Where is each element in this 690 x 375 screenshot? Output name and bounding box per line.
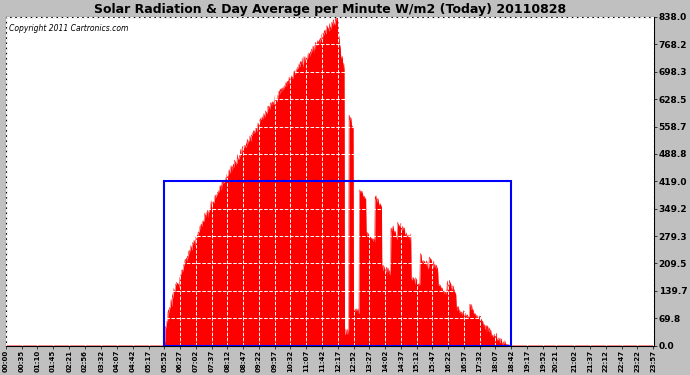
Title: Solar Radiation & Day Average per Minute W/m2 (Today) 20110828: Solar Radiation & Day Average per Minute… (94, 3, 566, 16)
Text: Copyright 2011 Cartronics.com: Copyright 2011 Cartronics.com (9, 24, 128, 33)
Bar (164, 181, 511, 346)
